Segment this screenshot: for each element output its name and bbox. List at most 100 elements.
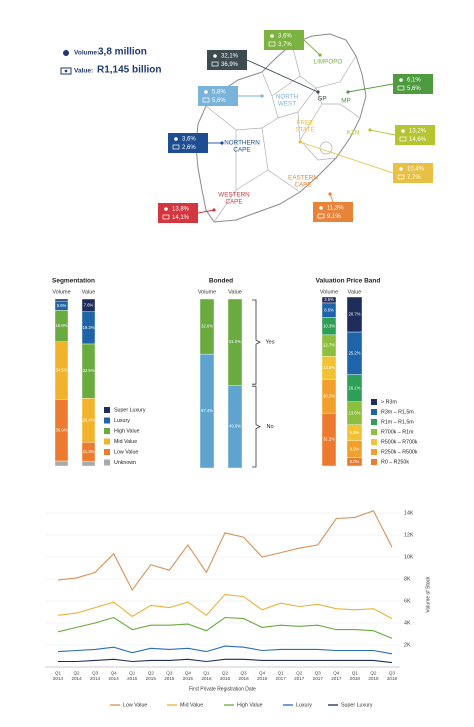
legend-label: R0 – R250k bbox=[381, 459, 409, 465]
legend-label: Luxury bbox=[114, 418, 130, 424]
legend-volume: 3,8 million bbox=[98, 47, 147, 58]
legend-label: R250k – R500k bbox=[381, 449, 418, 455]
chart-title: Bonded bbox=[209, 278, 233, 285]
line-series bbox=[57, 510, 393, 592]
legend-label: R500k – R700k bbox=[381, 439, 418, 445]
bar-segment bbox=[54, 298, 69, 302]
x-tick-label: Q2 2016 bbox=[220, 670, 231, 681]
callout-box bbox=[198, 86, 238, 106]
legend-swatch bbox=[371, 459, 377, 465]
y-tick-label: 6K bbox=[404, 598, 411, 604]
bar-segment bbox=[54, 460, 69, 467]
legend-value-label: Value: bbox=[74, 68, 93, 75]
value-label: 26.4% bbox=[83, 417, 95, 422]
legend-swatch bbox=[104, 438, 110, 445]
value-label: 12.7% bbox=[323, 343, 335, 348]
x-tick-label: Q1 2018 bbox=[350, 670, 361, 681]
legend-swatch bbox=[104, 428, 110, 434]
value-label: 34.5% bbox=[56, 368, 68, 373]
callout-box bbox=[393, 163, 433, 183]
callout-line bbox=[299, 141, 394, 174]
brace-label: No bbox=[266, 424, 273, 430]
legend-label: R3m – R1,5m bbox=[381, 409, 414, 415]
callout-volume: 32,1% bbox=[221, 54, 239, 60]
chart-title: Valuation Price Band bbox=[316, 278, 381, 285]
callout-volume-icon bbox=[401, 129, 405, 133]
value-label: 9.5% bbox=[350, 430, 360, 435]
column-label: Value bbox=[348, 289, 362, 295]
value-label: 25.2% bbox=[349, 350, 361, 355]
value-label: 11.3% bbox=[83, 449, 95, 454]
legend-swatch bbox=[371, 449, 377, 455]
callout-value-icon bbox=[397, 174, 405, 180]
x-tick-label: Q4 2014 bbox=[109, 670, 120, 681]
callout-value: 2,6% bbox=[182, 145, 196, 151]
bar-segment bbox=[81, 298, 96, 312]
column-label: Volume bbox=[198, 289, 216, 295]
y-tick-label: 4K bbox=[404, 620, 411, 626]
x-tick-label: Q1 2014 bbox=[53, 670, 64, 681]
value-label: 51.0% bbox=[229, 339, 241, 344]
bar-segment bbox=[199, 298, 215, 355]
callout-value: 5,6% bbox=[407, 86, 421, 92]
callout-value-icon bbox=[399, 136, 407, 142]
callout-volume: 5,8% bbox=[212, 90, 226, 96]
callout-value-icon bbox=[317, 213, 325, 219]
y-tick-label: 10K bbox=[404, 554, 414, 560]
legend-money-dot bbox=[64, 69, 68, 73]
legend-swatch bbox=[371, 429, 377, 435]
callout-volume: 3,6% bbox=[182, 137, 196, 143]
legend-label: Super Luxury bbox=[114, 407, 146, 413]
value-label: 16.1% bbox=[349, 385, 361, 390]
legend-label: Mid Value bbox=[180, 702, 203, 708]
callout-value: 7,7% bbox=[407, 175, 421, 181]
brace-label: Yes bbox=[266, 340, 275, 346]
legend-swatch bbox=[371, 409, 377, 415]
callout-volume-icon bbox=[319, 206, 323, 210]
callout-box bbox=[393, 74, 433, 94]
callout-dot bbox=[316, 90, 320, 94]
callout-value-icon bbox=[211, 61, 219, 67]
callout-volume: 10,4% bbox=[407, 167, 425, 173]
brace bbox=[252, 299, 261, 385]
province-label: GP bbox=[317, 96, 326, 103]
callout-volume: 3,6% bbox=[278, 34, 292, 40]
province-label: WESTERN CAPE bbox=[218, 191, 250, 205]
callout-box bbox=[207, 50, 247, 70]
callout-box bbox=[395, 125, 435, 145]
legend-label: Unknown bbox=[114, 460, 136, 466]
callout-value-icon bbox=[172, 144, 180, 150]
legend-swatch bbox=[104, 449, 110, 455]
x-axis-title: First Private Registration Date bbox=[189, 686, 256, 692]
province-label: KZN bbox=[347, 130, 360, 137]
province-borders bbox=[205, 43, 361, 223]
callout-value: 9,1% bbox=[327, 214, 341, 220]
value-label: 32.6% bbox=[201, 324, 213, 329]
x-tick-label: Q1 2017 bbox=[276, 670, 287, 681]
callout-line bbox=[197, 209, 215, 214]
legend-label: R1m – R1,5m bbox=[381, 419, 414, 425]
value-label: 9.9% bbox=[350, 446, 360, 451]
value-label: 20.2% bbox=[323, 393, 335, 398]
callout-value: 14,6% bbox=[409, 137, 427, 143]
callout-volume-icon bbox=[213, 54, 217, 58]
callout-volume: 13,8% bbox=[172, 207, 190, 213]
x-tick-label: Q3 2017 bbox=[313, 670, 324, 681]
legend-label: Super Luxury bbox=[341, 702, 373, 708]
value-label: 18.8% bbox=[56, 323, 68, 328]
callout-volume: 11,3% bbox=[327, 206, 344, 212]
value-label: 3.5% bbox=[324, 297, 334, 302]
value-label: 8.6% bbox=[324, 307, 334, 312]
callout-volume-icon bbox=[204, 90, 208, 94]
line-series bbox=[58, 658, 393, 664]
value-label: 7.6% bbox=[84, 302, 94, 307]
callout-line bbox=[246, 59, 319, 93]
callout-value: 36,9% bbox=[221, 62, 239, 68]
legend-volume-label: Volume: bbox=[74, 50, 99, 57]
callout-value-icon bbox=[268, 41, 276, 47]
x-tick-label: Q3 2016 bbox=[238, 670, 249, 681]
callout-volume-icon bbox=[270, 34, 274, 38]
callout-dot bbox=[298, 140, 302, 144]
province-label: EASTERN CAPE bbox=[288, 174, 318, 188]
